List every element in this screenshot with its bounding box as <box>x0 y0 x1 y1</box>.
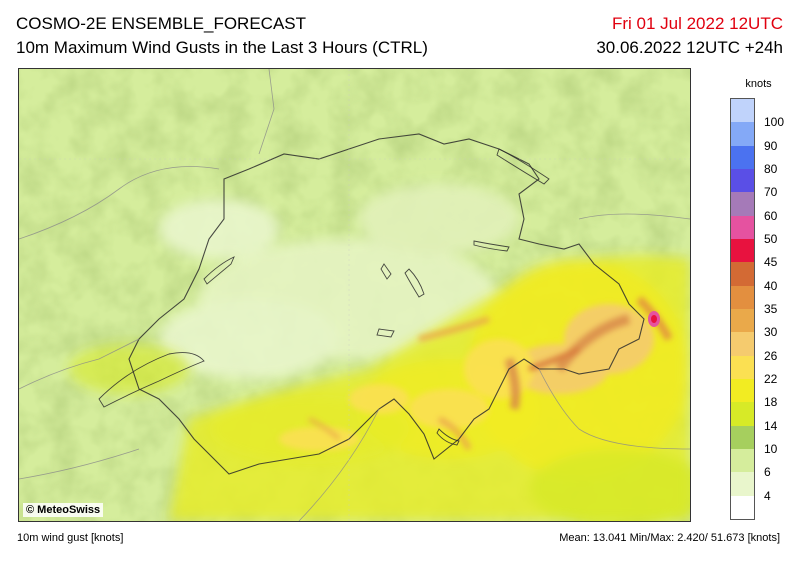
legend-bin <box>731 378 754 403</box>
legend-bin <box>731 168 754 193</box>
legend-bin <box>731 99 754 123</box>
legend-bin <box>731 122 754 146</box>
legend-bin <box>731 355 754 379</box>
legend-tick-label: 26 <box>764 348 778 363</box>
legend-bin <box>731 332 754 356</box>
legend-bin <box>731 262 754 286</box>
legend-tick-label: 14 <box>764 418 778 433</box>
legend-bin <box>731 145 754 169</box>
field-name: 10m wind gust [knots] <box>17 532 124 544</box>
legend-tick-label: 4 <box>764 488 771 503</box>
map-subtitle: 10m Maximum Wind Gusts in the Last 3 Hou… <box>16 38 428 57</box>
legend-tick-label: 45 <box>764 255 778 270</box>
legend-bin <box>731 448 754 473</box>
legend-bin <box>731 238 754 263</box>
legend-tick-label: 100 <box>764 115 785 130</box>
legend-tick-label: 22 <box>764 372 778 386</box>
legend-tick-label: 40 <box>764 278 778 293</box>
wind-gust-field <box>19 69 690 521</box>
legend-tick-label: 6 <box>764 465 771 480</box>
legend-bin <box>731 402 754 426</box>
legend-bin <box>731 285 754 309</box>
field-statistics: Mean: 13.041 Min/Max: 2.420/ 51.673 [kno… <box>559 532 780 544</box>
legend-tick-label: 60 <box>764 208 778 223</box>
legend-tick-label: 30 <box>764 325 778 340</box>
copyright-label: © MeteoSwiss <box>23 503 104 517</box>
legend-bin <box>731 308 754 333</box>
legend-tick-label: 10 <box>764 442 778 456</box>
legend-bin <box>731 192 754 216</box>
color-legend: 4 6 10 14 18 22 26 30 35 40 45 50 60 70 80 90 100 <box>730 98 784 520</box>
map-title: COSMO-2E ENSEMBLE_FORECAST <box>16 14 307 33</box>
run-time: 30.06.2022 12UTC +24h <box>596 38 783 57</box>
legend-bin <box>731 472 754 496</box>
legend-unit: knots <box>745 78 772 90</box>
legend-tick-label: 18 <box>764 395 778 410</box>
legend-bin <box>731 495 754 519</box>
legend-tick-label: 50 <box>764 232 778 246</box>
legend-tick-label: 70 <box>764 185 778 200</box>
legend-tick-label: 35 <box>764 302 778 316</box>
legend-tick-label: 90 <box>764 138 778 153</box>
legend-bin <box>731 215 754 239</box>
legend-bin <box>731 425 754 449</box>
legend-tick-label: 80 <box>764 162 778 176</box>
wind-gust-map: © MeteoSwiss <box>18 68 691 522</box>
valid-time: Fri 01 Jul 2022 12UTC <box>611 14 783 33</box>
